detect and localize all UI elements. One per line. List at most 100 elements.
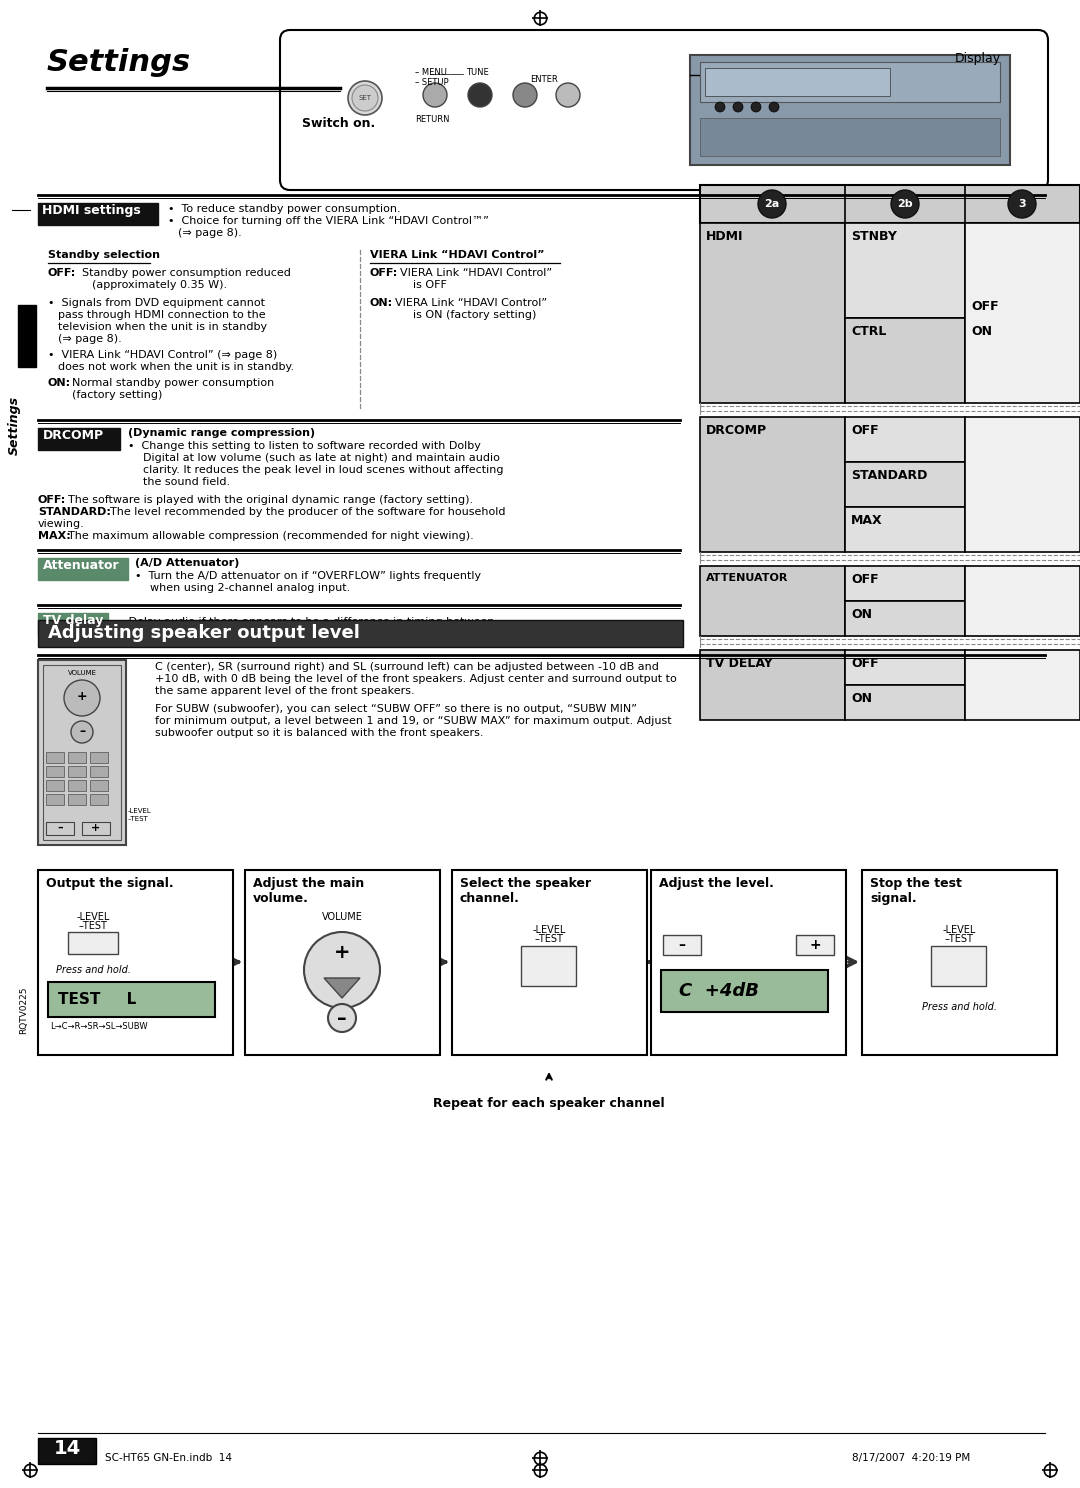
Text: -LEVEL: -LEVEL: [943, 926, 975, 934]
Text: +: +: [809, 937, 821, 952]
Bar: [90, 780, 108, 792]
Bar: [700, 650, 845, 720]
Text: •  VIERA Link “HDAVI Control” (⇒ page 8): • VIERA Link “HDAVI Control” (⇒ page 8): [48, 350, 278, 360]
Text: for minimum output, a level between 1 and 19, or “SUBW MAX” for maximum output. : for minimum output, a level between 1 an…: [156, 716, 672, 726]
Text: TV delay: TV delay: [43, 615, 104, 626]
Text: 14: 14: [53, 1439, 81, 1458]
Text: –TEST: –TEST: [129, 815, 149, 821]
Bar: [38, 613, 108, 635]
Text: Adjust the level.: Adjust the level.: [659, 876, 774, 890]
Bar: [68, 751, 86, 763]
Bar: [862, 870, 1057, 1055]
Text: +: +: [92, 823, 100, 833]
Bar: [651, 870, 846, 1055]
Text: Select the speaker
channel.: Select the speaker channel.: [460, 876, 591, 905]
Text: when using 2-channel analog input.: when using 2-channel analog input.: [150, 583, 350, 594]
Text: Adjust the main
volume.: Adjust the main volume.: [253, 876, 364, 905]
Text: •  Turn the A/D attenuator on if “OVERFLOW” lights frequently: • Turn the A/D attenuator on if “OVERFLO…: [135, 571, 481, 580]
Bar: [46, 751, 64, 763]
Text: OFF: OFF: [851, 658, 879, 670]
Bar: [845, 417, 966, 461]
Text: – SETUP: – SETUP: [415, 77, 448, 86]
Text: is OFF: is OFF: [413, 280, 447, 290]
Bar: [700, 565, 845, 635]
Text: +: +: [334, 943, 350, 963]
Text: +: +: [77, 690, 87, 702]
Text: –TEST: –TEST: [535, 934, 564, 943]
Text: Display: Display: [955, 52, 1001, 65]
Text: HDMI settings: HDMI settings: [42, 204, 140, 217]
Bar: [663, 934, 701, 955]
Text: (⇒ page 8).: (⇒ page 8).: [58, 333, 122, 344]
Text: Digital at low volume (such as late at night) and maintain audio: Digital at low volume (such as late at n…: [143, 452, 500, 463]
Circle shape: [328, 1004, 356, 1033]
Text: (A/D Attenuator): (A/D Attenuator): [135, 558, 240, 568]
Bar: [845, 507, 966, 552]
Text: does not work when the unit is in standby.: does not work when the unit is in standb…: [58, 362, 294, 372]
Bar: [690, 55, 1010, 165]
Bar: [845, 461, 966, 507]
Text: – MENU: – MENU: [415, 68, 447, 77]
Bar: [46, 821, 75, 835]
Bar: [700, 62, 1000, 103]
Text: -LEVEL: -LEVEL: [129, 808, 152, 814]
Bar: [38, 429, 120, 449]
Text: CTRL: CTRL: [851, 324, 887, 338]
Text: RETURN: RETURN: [415, 115, 449, 124]
Text: STANDARD:: STANDARD:: [38, 507, 111, 516]
Text: clarity. It reduces the peak level in loud scenes without affecting: clarity. It reduces the peak level in lo…: [143, 464, 503, 475]
Text: The level recommended by the producer of the software for household: The level recommended by the producer of…: [110, 507, 505, 516]
Text: 2b: 2b: [897, 199, 913, 208]
Circle shape: [348, 80, 382, 115]
Bar: [931, 946, 986, 987]
Circle shape: [64, 680, 100, 716]
Text: OFF:: OFF:: [48, 268, 77, 278]
FancyBboxPatch shape: [280, 30, 1048, 190]
Circle shape: [352, 85, 378, 112]
Circle shape: [468, 83, 492, 107]
Text: (factory setting): (factory setting): [72, 390, 162, 400]
Text: DRCOMP: DRCOMP: [43, 429, 104, 442]
Text: Press and hold.: Press and hold.: [921, 1001, 997, 1012]
Text: STNBY: STNBY: [851, 231, 896, 243]
Bar: [245, 870, 440, 1055]
Circle shape: [715, 103, 725, 112]
Text: HDMI: HDMI: [706, 231, 743, 243]
Text: Standby selection: Standby selection: [48, 250, 160, 260]
Text: L→C→R→SR→SL→SUBW: L→C→R→SR→SL→SUBW: [50, 1022, 148, 1031]
Text: audio and pictures.: audio and pictures.: [130, 629, 238, 638]
Text: –: –: [57, 823, 63, 833]
Text: DRCOMP: DRCOMP: [706, 424, 767, 437]
Text: TV DELAY: TV DELAY: [706, 658, 773, 670]
Text: Normal standby power consumption: Normal standby power consumption: [72, 378, 274, 388]
Text: Attenuator: Attenuator: [43, 559, 120, 571]
Bar: [38, 661, 126, 845]
Text: The software is played with the original dynamic range (factory setting).: The software is played with the original…: [68, 496, 473, 504]
Bar: [48, 982, 215, 1016]
Text: TEST     L: TEST L: [58, 991, 136, 1006]
Text: MAX:: MAX:: [38, 531, 71, 542]
Text: (Dynamic range compression): (Dynamic range compression): [129, 429, 315, 437]
Text: 3: 3: [1018, 199, 1026, 208]
Circle shape: [423, 83, 447, 107]
Text: pass through HDMI connection to the: pass through HDMI connection to the: [58, 310, 266, 320]
Text: VIERA Link “HDAVI Control”: VIERA Link “HDAVI Control”: [370, 250, 544, 260]
Text: For SUBW (subwoofer), you can select “SUBW OFF” so there is no output, “SUBW MIN: For SUBW (subwoofer), you can select “SU…: [156, 704, 637, 714]
Text: ON: ON: [851, 609, 872, 620]
Circle shape: [1008, 190, 1036, 219]
Text: VOLUME: VOLUME: [67, 670, 96, 676]
Text: Standby power consumption reduced: Standby power consumption reduced: [82, 268, 291, 278]
Text: –: –: [678, 937, 686, 952]
Text: SET: SET: [359, 95, 372, 101]
Text: C  +4dB: C +4dB: [679, 982, 759, 1000]
Circle shape: [513, 83, 537, 107]
Circle shape: [769, 103, 779, 112]
Text: MAX: MAX: [851, 513, 882, 527]
Text: the sound field.: the sound field.: [143, 478, 230, 487]
Bar: [966, 223, 1080, 403]
Text: •  To reduce standby power consumption.: • To reduce standby power consumption.: [168, 204, 401, 214]
Text: Press and hold.: Press and hold.: [55, 966, 131, 975]
Bar: [521, 946, 576, 987]
Text: subwoofer output so it is balanced with the front speakers.: subwoofer output so it is balanced with …: [156, 728, 484, 738]
Bar: [845, 318, 966, 403]
